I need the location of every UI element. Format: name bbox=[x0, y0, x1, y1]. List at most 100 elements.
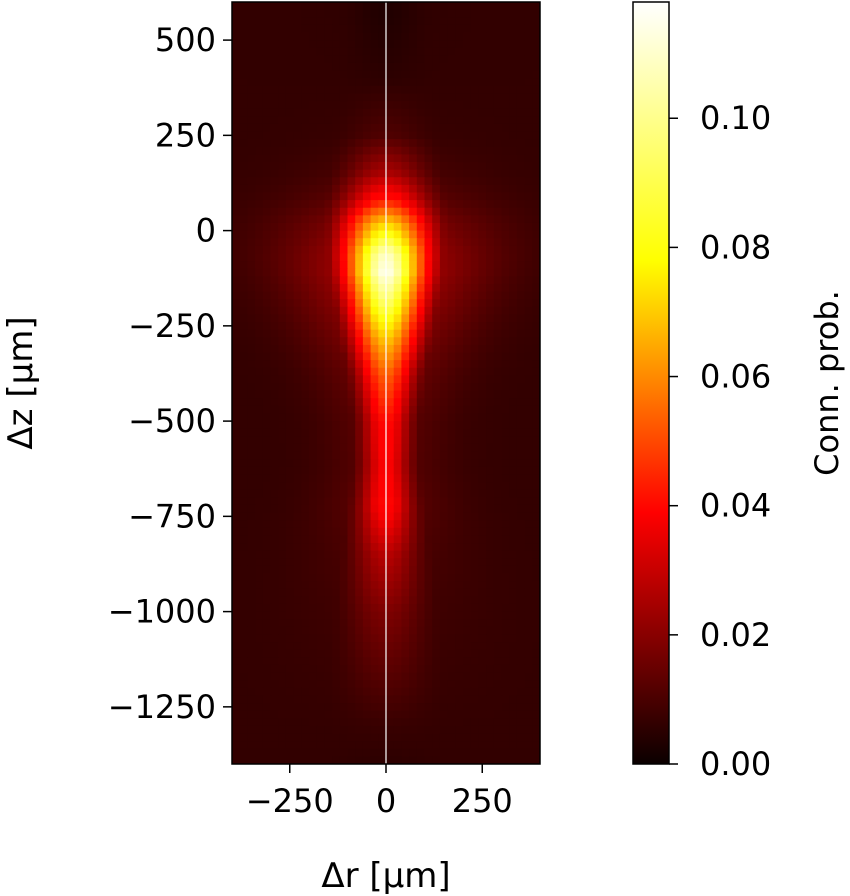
heatmap-cell bbox=[393, 108, 402, 117]
heatmap-cell bbox=[278, 85, 287, 95]
heatmap-cell bbox=[493, 581, 503, 590]
heatmap-cell bbox=[524, 17, 533, 26]
heatmap-cell bbox=[424, 390, 433, 399]
heatmap-cell bbox=[386, 146, 395, 155]
heatmap-cell bbox=[493, 215, 503, 224]
heatmap-cell bbox=[262, 497, 272, 506]
heatmap-cell bbox=[516, 672, 526, 681]
heatmap-cell bbox=[424, 512, 433, 521]
heatmap-cell bbox=[516, 253, 526, 262]
heatmap-cell bbox=[355, 367, 364, 376]
heatmap-cell bbox=[416, 756, 426, 764]
heatmap-cell bbox=[332, 322, 341, 331]
heatmap-cell bbox=[285, 9, 295, 18]
heatmap-cell bbox=[324, 512, 333, 521]
heatmap-cell bbox=[524, 207, 533, 216]
heatmap-cell bbox=[339, 360, 349, 369]
heatmap-cell bbox=[455, 581, 464, 590]
heatmap-cell bbox=[393, 657, 402, 666]
heatmap-cell bbox=[255, 245, 264, 255]
heatmap-cell bbox=[324, 299, 333, 308]
heatmap-cell bbox=[524, 642, 533, 651]
heatmap-cell bbox=[516, 619, 526, 628]
heatmap-cell bbox=[347, 733, 356, 742]
heatmap-cell bbox=[439, 169, 449, 178]
heatmap-cell bbox=[463, 558, 472, 567]
heatmap-cell bbox=[532, 756, 540, 764]
heatmap-cell bbox=[416, 664, 426, 674]
heatmap-cell bbox=[424, 146, 433, 155]
heatmap-cell bbox=[285, 123, 295, 133]
heatmap-cell bbox=[362, 489, 372, 498]
heatmap-cell bbox=[278, 642, 287, 651]
heatmap-cell bbox=[455, 626, 464, 636]
heatmap-cell bbox=[270, 306, 279, 316]
heatmap-cell bbox=[355, 123, 364, 133]
heatmap-cell bbox=[509, 329, 518, 338]
heatmap-cell bbox=[270, 93, 279, 102]
heatmap-cell bbox=[270, 527, 279, 536]
heatmap-cell bbox=[370, 603, 379, 613]
heatmap-cell bbox=[270, 9, 279, 18]
heatmap-cell bbox=[255, 512, 264, 521]
heatmap-cell bbox=[270, 504, 279, 514]
heatmap-cell bbox=[239, 565, 248, 575]
heatmap-cell bbox=[332, 543, 341, 552]
heatmap-cell bbox=[509, 24, 518, 34]
heatmap-cell bbox=[247, 32, 256, 41]
heatmap-cell bbox=[509, 375, 518, 384]
heatmap-cell bbox=[455, 344, 464, 354]
heatmap-cell bbox=[416, 398, 426, 407]
heatmap-cell bbox=[293, 253, 302, 262]
heatmap-cell bbox=[285, 200, 295, 209]
heatmap-cell bbox=[463, 222, 472, 232]
heatmap-cell bbox=[424, 405, 433, 415]
heatmap-cell bbox=[501, 108, 510, 117]
heatmap-cell bbox=[516, 177, 526, 186]
heatmap-cell bbox=[316, 146, 325, 155]
heatmap-cell bbox=[339, 245, 349, 255]
heatmap-cell bbox=[339, 40, 349, 49]
heatmap-cell bbox=[309, 62, 318, 72]
heatmap-cell bbox=[262, 367, 272, 376]
heatmap-cell bbox=[309, 725, 318, 735]
heatmap-cell bbox=[262, 504, 272, 514]
heatmap-cell bbox=[232, 253, 241, 262]
heatmap-cell bbox=[470, 672, 479, 681]
heatmap-cell bbox=[262, 55, 272, 64]
heatmap-cell bbox=[424, 375, 433, 384]
heatmap-cell bbox=[486, 443, 495, 453]
heatmap-cell bbox=[378, 283, 387, 293]
heatmap-cell bbox=[355, 329, 364, 338]
heatmap-cell bbox=[509, 680, 518, 689]
heatmap-cell bbox=[324, 398, 333, 407]
heatmap-cell bbox=[339, 443, 349, 453]
heatmap-cell bbox=[285, 306, 295, 316]
heatmap-cell bbox=[393, 512, 402, 521]
heatmap-cell bbox=[285, 93, 295, 102]
heatmap-cell bbox=[309, 657, 318, 666]
heatmap-cell bbox=[316, 184, 325, 194]
heatmap-cell bbox=[347, 93, 356, 102]
heatmap-cell bbox=[362, 62, 372, 72]
heatmap-cell bbox=[293, 718, 302, 727]
heatmap-cell bbox=[516, 62, 526, 72]
heatmap-cell bbox=[309, 230, 318, 239]
heatmap-cell bbox=[409, 756, 418, 764]
heatmap-cell bbox=[509, 489, 518, 498]
heatmap-cell bbox=[516, 451, 526, 460]
heatmap-cell bbox=[516, 634, 526, 643]
heatmap-cell bbox=[432, 535, 441, 544]
heatmap-cell bbox=[424, 664, 433, 674]
heatmap-cell bbox=[347, 657, 356, 666]
heatmap-cell bbox=[362, 550, 372, 559]
heatmap-cell bbox=[478, 543, 487, 552]
heatmap-cell bbox=[393, 131, 402, 140]
heatmap-cell bbox=[393, 504, 402, 514]
heatmap-cell bbox=[501, 85, 510, 95]
heatmap-cell bbox=[324, 123, 333, 133]
heatmap-cell bbox=[524, 649, 533, 658]
heatmap-cell bbox=[347, 169, 356, 178]
heatmap-cell bbox=[470, 451, 479, 460]
heatmap-cell bbox=[524, 428, 533, 437]
